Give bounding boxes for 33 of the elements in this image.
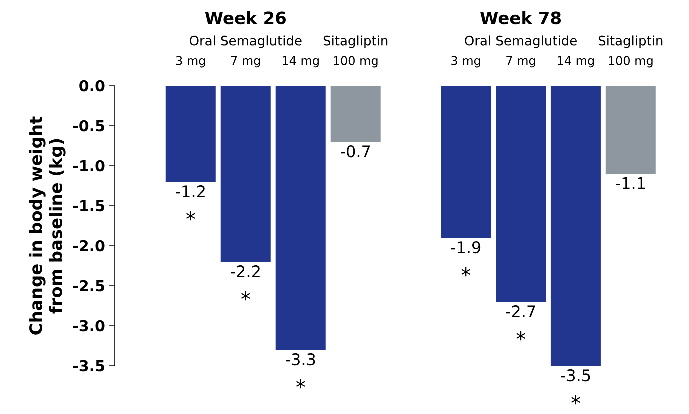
data-label: -2.2 bbox=[231, 266, 260, 278]
y-tick-label: -0.5 bbox=[73, 120, 104, 132]
data-label: -0.7 bbox=[341, 146, 370, 158]
annotation: * bbox=[241, 292, 250, 301]
y-tick-label: -3.5 bbox=[73, 360, 104, 372]
annotation: * bbox=[462, 268, 470, 277]
data-label: -1.9 bbox=[451, 242, 481, 254]
annotation: * bbox=[516, 332, 526, 341]
x-tick-label: 100 mg bbox=[334, 56, 378, 68]
data-label: -1.2 bbox=[176, 186, 205, 198]
y-tick-label: -2.5 bbox=[73, 280, 104, 292]
annotation: * bbox=[296, 380, 306, 389]
x-tick-label: 14 mg bbox=[282, 56, 319, 68]
annotation: * bbox=[186, 212, 196, 221]
data-label: -3.5 bbox=[561, 370, 590, 382]
x-tick-label: 7 mg bbox=[231, 56, 260, 68]
text: Oral Semaglutide bbox=[190, 36, 302, 48]
y-tick-label: -3.0 bbox=[73, 320, 105, 332]
data-label: -2.7 bbox=[506, 306, 536, 318]
y-axis-title: Change in body weight from baseline (kg) bbox=[29, 116, 66, 335]
y-tick-label: 0.0 bbox=[80, 80, 105, 92]
text: Oral Semaglutide bbox=[465, 36, 577, 48]
chart-title: Week 78 bbox=[480, 12, 561, 25]
annotation: * bbox=[572, 396, 580, 405]
chart-title: Week 26 bbox=[205, 12, 286, 25]
text: Sitagliptin bbox=[324, 36, 388, 48]
data-label: -3.3 bbox=[286, 354, 316, 366]
text: Sitagliptin bbox=[598, 36, 663, 48]
y-tick-label: -2.0 bbox=[73, 240, 105, 252]
x-tick-label: 3 mg bbox=[176, 56, 206, 68]
data-label: -1.1 bbox=[616, 178, 646, 190]
y-tick-label: -1.5 bbox=[73, 200, 104, 212]
y-tick-label: -1.0 bbox=[73, 160, 105, 172]
